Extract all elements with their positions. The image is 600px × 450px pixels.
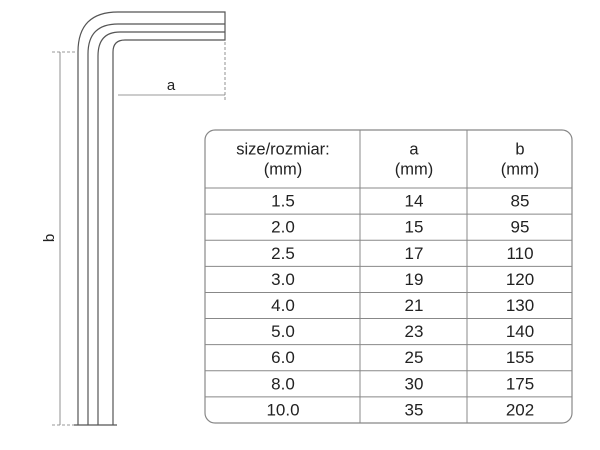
table-cell: 25: [405, 348, 424, 367]
dimension-label: a: [167, 77, 176, 94]
key-outline: [77, 11, 226, 425]
header-cell: (mm): [501, 160, 539, 178]
table-cell: 85: [511, 192, 530, 211]
table-cell: 10.0: [266, 400, 299, 419]
header-cell: (mm): [395, 160, 433, 178]
table-cell: 15: [405, 218, 424, 237]
dimension-label: b: [41, 234, 58, 242]
hex-key-drawing: [74, 11, 226, 426]
table-cell: 155: [506, 348, 534, 367]
header-cell: size/rozmiar:: [236, 140, 330, 158]
table-cell: 1.5: [271, 192, 295, 211]
table-cell: 2.0: [271, 218, 295, 237]
table-cell: 140: [506, 322, 534, 341]
header-cell: (mm): [264, 160, 302, 178]
table-cell: 23: [405, 322, 424, 341]
table-cell: 95: [511, 218, 530, 237]
table-cell: 35: [405, 400, 424, 419]
table-cell: 17: [405, 244, 424, 263]
table-cell: 5.0: [271, 322, 295, 341]
table-cell: 120: [506, 270, 534, 289]
header-cell: b: [515, 140, 524, 158]
dimension-a: a: [118, 42, 226, 100]
table-cell: 6.0: [271, 348, 295, 367]
table-cell: 2.5: [271, 244, 295, 263]
dimension-b: b: [41, 51, 76, 426]
table-cell: 202: [506, 400, 534, 419]
table-cell: 30: [405, 374, 424, 393]
size-table: size/rozmiar: (mm) a (mm) b (mm) 1.5 14 85 2.0 15 9…: [204, 129, 573, 424]
table-cell: 130: [506, 296, 534, 315]
table-cell: 14: [405, 192, 424, 211]
table-cell: 175: [506, 374, 534, 393]
key-edge: [97, 31, 225, 425]
table-cell: 8.0: [271, 374, 295, 393]
key-edge: [87, 23, 225, 425]
header-cell: a: [409, 140, 419, 158]
table-cell: 4.0: [271, 296, 295, 315]
table-cell: 3.0: [271, 270, 295, 289]
table-cell: 21: [405, 296, 424, 315]
table-cell: 19: [405, 270, 424, 289]
table-cell: 110: [506, 244, 533, 263]
table-frame: [204, 129, 573, 424]
